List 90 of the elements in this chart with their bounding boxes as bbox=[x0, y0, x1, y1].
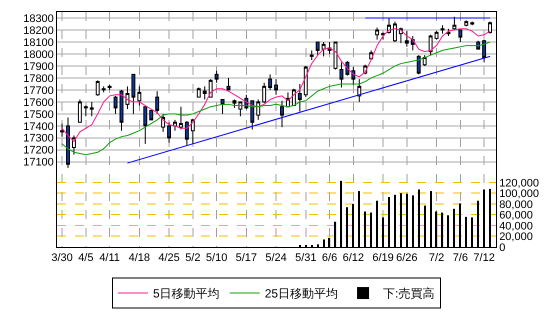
candlestick bbox=[90, 101, 94, 117]
legend-label: 5日移動平均 bbox=[153, 286, 220, 301]
y2-tick-label: 120,000 bbox=[499, 177, 539, 190]
candlestick bbox=[482, 39, 486, 63]
y-tick-label: 17600 bbox=[23, 96, 54, 109]
candlestick bbox=[66, 117, 70, 168]
y-tick-label: 17900 bbox=[23, 60, 54, 73]
line-series bbox=[62, 28, 491, 142]
candlestick bbox=[316, 41, 320, 56]
x-tick-label: 5/2 bbox=[185, 252, 200, 264]
candlestick bbox=[131, 74, 136, 114]
x-tick-label: 5/31 bbox=[295, 252, 316, 264]
y-tick-label: 17500 bbox=[23, 108, 54, 121]
x-tick-label: 4/11 bbox=[99, 252, 120, 264]
candlestick bbox=[214, 70, 219, 84]
x-tick-label: 7/2 bbox=[428, 252, 444, 264]
x-tick-label: 4/18 bbox=[128, 252, 150, 264]
y2-tick-label: 80,000 bbox=[499, 198, 533, 211]
candlestick bbox=[178, 106, 183, 130]
candlestick bbox=[298, 83, 302, 112]
candlestick bbox=[422, 54, 427, 66]
legend-label: 25日移動平均 bbox=[264, 286, 338, 301]
candlestick bbox=[440, 24, 444, 34]
candlestick bbox=[458, 29, 462, 42]
candlestick bbox=[167, 122, 172, 144]
legend-label: 下:売買高 bbox=[383, 286, 434, 301]
candlestick bbox=[125, 86, 130, 110]
y2-tick-label: 0 bbox=[499, 242, 506, 254]
y-tick-label: 17100 bbox=[23, 156, 54, 169]
candlestick bbox=[238, 101, 242, 117]
candlestick bbox=[114, 95, 118, 114]
candlestick bbox=[404, 30, 409, 48]
candlestick bbox=[137, 86, 142, 106]
candlestick bbox=[334, 41, 338, 70]
y-tick-label: 17800 bbox=[23, 72, 54, 85]
y-tick-label: 18000 bbox=[23, 48, 54, 61]
y-tick-label: 17200 bbox=[23, 144, 54, 157]
x-tick-label: 6/19 bbox=[372, 252, 394, 264]
candlestick bbox=[322, 41, 326, 57]
candlestick bbox=[357, 78, 362, 102]
candlestick bbox=[60, 123, 64, 138]
candlestick bbox=[84, 105, 88, 117]
candlestick bbox=[262, 82, 266, 104]
y-tick-label: 17700 bbox=[23, 84, 54, 97]
y2-tick-label: 100,000 bbox=[499, 188, 539, 200]
candlestick bbox=[184, 120, 189, 146]
candlestick bbox=[232, 99, 236, 108]
candlestick bbox=[102, 86, 106, 93]
candlestick bbox=[488, 21, 492, 34]
x-tick-label: 5/17 bbox=[236, 252, 258, 264]
y2-tick-label: 20,000 bbox=[499, 231, 533, 244]
candlestick bbox=[392, 21, 397, 42]
candlestick bbox=[268, 74, 272, 90]
x-tick-label: 6/12 bbox=[342, 252, 364, 264]
x-tick-label: 5/24 bbox=[265, 252, 287, 264]
x-tick-label: 4/5 bbox=[78, 252, 94, 264]
candlestick bbox=[452, 16, 456, 30]
candlestick bbox=[143, 106, 148, 144]
line-series bbox=[62, 41, 491, 156]
candlestick bbox=[220, 99, 225, 114]
candlestick bbox=[120, 89, 124, 132]
candlestick bbox=[78, 99, 82, 123]
y-tick-label: 17300 bbox=[23, 132, 54, 145]
candlestick bbox=[428, 34, 433, 56]
candlestick bbox=[190, 118, 195, 144]
x-tick-label: 5/10 bbox=[206, 252, 228, 264]
x-tick-label: 6/26 bbox=[396, 252, 418, 264]
y-tick-label: 17400 bbox=[23, 120, 54, 133]
y2-tick-label: 40,000 bbox=[499, 220, 533, 232]
candlestick bbox=[381, 32, 386, 40]
candlestick bbox=[280, 100, 284, 128]
candlestick bbox=[339, 62, 344, 88]
candlestick bbox=[226, 77, 230, 90]
candlestick bbox=[310, 50, 314, 60]
y-tick-label: 18300 bbox=[23, 12, 54, 25]
candlestick bbox=[108, 84, 112, 90]
candlestick bbox=[155, 90, 160, 114]
y-tick-label: 18100 bbox=[23, 36, 54, 49]
x-tick-label: 7/6 bbox=[452, 252, 468, 264]
candlestick bbox=[375, 27, 380, 40]
x-tick-label: 6/6 bbox=[322, 252, 338, 264]
y-tick-label: 18200 bbox=[23, 24, 54, 37]
candlestick bbox=[274, 78, 278, 96]
candlestick bbox=[202, 86, 207, 100]
x-tick-label: 7/12 bbox=[473, 252, 495, 264]
y2-tick-label: 60,000 bbox=[499, 210, 533, 222]
x-tick-label: 3/30 bbox=[51, 252, 73, 264]
candlestick bbox=[173, 119, 177, 132]
candlestick bbox=[434, 30, 439, 40]
x-tick-label: 4/25 bbox=[158, 252, 180, 264]
